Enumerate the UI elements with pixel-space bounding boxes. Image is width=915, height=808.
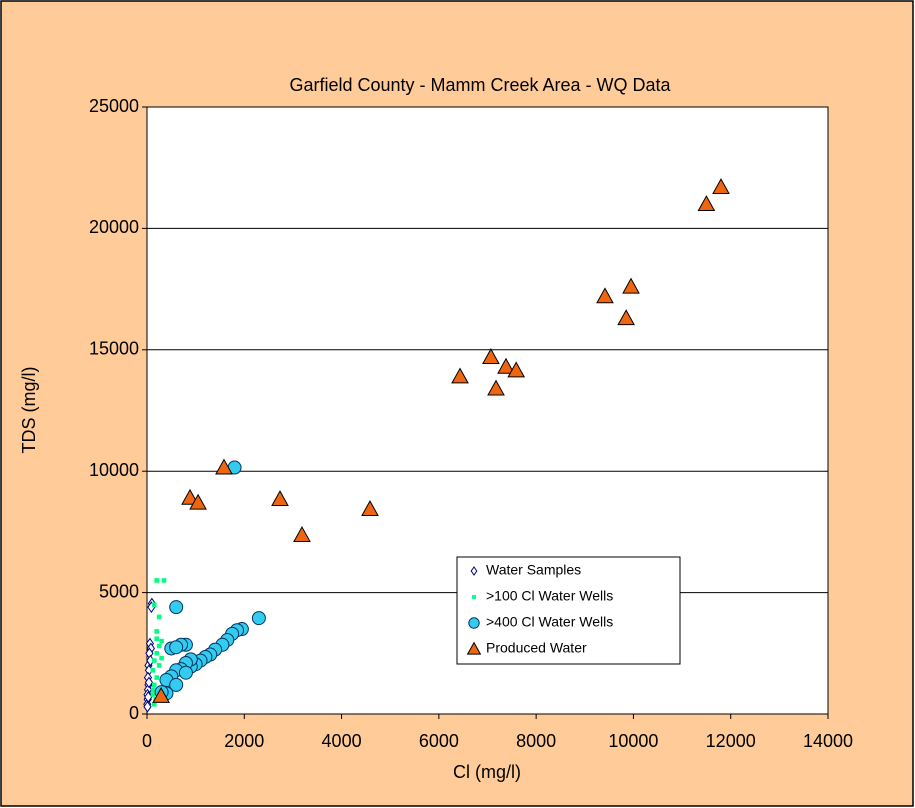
point	[497, 357, 515, 374]
point	[169, 677, 184, 692]
y-tick-label: 15000	[89, 339, 139, 359]
x-tick-label: 6000	[419, 731, 459, 751]
point	[151, 687, 156, 693]
x-axis-label: Cl (mg/l)	[453, 762, 521, 782]
point	[154, 629, 160, 634]
point	[189, 493, 207, 510]
point	[143, 700, 152, 713]
legend-box	[456, 556, 681, 665]
point	[181, 488, 199, 505]
point	[596, 287, 614, 304]
point	[151, 682, 157, 688]
point	[215, 458, 233, 475]
legend-marker	[472, 595, 476, 599]
point	[161, 578, 167, 583]
point	[251, 611, 266, 626]
y-axis-label: TDS (mg/l)	[19, 367, 39, 454]
legend-marker	[470, 566, 478, 576]
point	[154, 675, 160, 680]
point	[152, 687, 170, 703]
grid: 0 5000 10000 15000 20000 25000 0 2000 4000 6000 80…	[89, 96, 853, 751]
y-tick-label: 20000	[89, 217, 139, 237]
point	[156, 614, 162, 620]
x-tick-label: 10000	[608, 731, 658, 751]
point	[159, 638, 164, 644]
point	[271, 490, 289, 507]
y-tick-label: 25000	[89, 96, 139, 116]
legend-marker	[466, 641, 482, 655]
y-tick-label: 5000	[99, 581, 139, 601]
x-tick-label: 2000	[224, 731, 264, 751]
point	[178, 665, 193, 680]
legend: Water Samples >100 Cl Water Wells >400 Cl …	[456, 556, 681, 665]
x-tick-label: 0	[142, 731, 152, 751]
x-tick-label: 12000	[706, 731, 756, 751]
point	[159, 655, 164, 661]
legend-label: >100 Cl Water Wells	[486, 588, 613, 604]
legend-label: Water Samples	[486, 562, 581, 578]
legend-label: >400 Cl Water Wells	[486, 614, 613, 630]
point	[151, 701, 157, 707]
point	[169, 600, 184, 615]
point	[156, 643, 162, 649]
point	[150, 667, 156, 673]
legend-marker	[468, 617, 480, 629]
point	[151, 602, 157, 608]
point	[451, 367, 469, 384]
point	[151, 658, 157, 663]
point	[507, 361, 526, 378]
point	[622, 277, 640, 294]
point	[150, 692, 156, 697]
legend-label: Produced Water	[486, 640, 587, 656]
y-tick-label: 10000	[89, 460, 139, 480]
point	[144, 676, 154, 689]
point	[712, 178, 730, 195]
y-tick-label: 0	[129, 703, 139, 723]
point	[169, 640, 184, 655]
x-tick-label: 4000	[322, 731, 362, 751]
point	[617, 309, 635, 326]
point	[154, 651, 160, 656]
chart-title: Garfield County - Mamm Creek Area - WQ D…	[289, 75, 671, 95]
point	[482, 348, 500, 364]
x-tick-label: 14000	[803, 731, 853, 751]
point	[154, 578, 160, 583]
point	[293, 526, 311, 542]
point	[361, 500, 379, 516]
point	[154, 636, 160, 642]
point	[156, 663, 162, 668]
points	[143, 178, 730, 713]
point	[487, 379, 505, 396]
x-tick-label: 8000	[516, 731, 556, 751]
point	[697, 195, 716, 212]
